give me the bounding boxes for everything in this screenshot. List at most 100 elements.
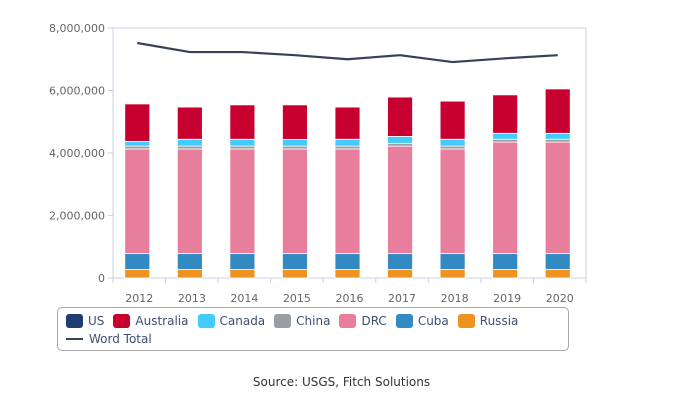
bar-china-2018[interactable]	[439, 145, 466, 150]
bar-russia-2012[interactable]	[124, 269, 151, 279]
bar-china-2015[interactable]	[282, 145, 308, 150]
legend-line-swatch	[66, 338, 83, 340]
legend-label: China	[296, 314, 331, 328]
legend-row-bars: US Australia Canada China DRC Cuba Russi…	[66, 312, 568, 330]
x-tick-label: 2013	[178, 292, 206, 305]
x-tick-label: 2020	[546, 292, 574, 305]
bar-cuba-2016[interactable]	[334, 253, 361, 270]
bar-russia-2013[interactable]	[176, 269, 203, 279]
legend-label: Word Total	[89, 332, 152, 346]
x-tick-label: 2017	[388, 292, 416, 305]
bar-cuba-2012[interactable]	[124, 253, 151, 270]
bar-russia-2016[interactable]	[334, 269, 361, 279]
bar-china-2017[interactable]	[387, 142, 413, 147]
legend-label: Russia	[479, 314, 519, 328]
bar-australia-2018[interactable]	[439, 100, 466, 140]
bar-canada-2013[interactable]	[176, 138, 203, 147]
bar-cuba-2014[interactable]	[229, 253, 256, 270]
bar-china-2016[interactable]	[334, 145, 361, 150]
bar-cuba-2019[interactable]	[492, 253, 519, 270]
legend-label: Canada	[219, 314, 266, 328]
bar-drc-2017[interactable]	[387, 145, 413, 255]
bar-drc-2016[interactable]	[334, 148, 361, 255]
legend-swatch-russia	[457, 314, 475, 328]
legend-item-word-total[interactable]: Word Total	[66, 332, 152, 346]
bar-russia-2014[interactable]	[229, 269, 256, 279]
legend-swatch-china	[274, 314, 292, 328]
bar-australia-2020[interactable]	[544, 88, 571, 134]
legend-item-us[interactable]: US	[66, 314, 104, 328]
bar-australia-2016[interactable]	[334, 106, 361, 140]
x-tick-label: 2012	[125, 292, 153, 305]
legend-item-russia[interactable]: Russia	[457, 314, 519, 328]
bar-cuba-2013[interactable]	[176, 253, 203, 270]
bar-drc-2012[interactable]	[124, 148, 151, 255]
legend-row-line: Word Total	[66, 330, 568, 348]
legend-item-cuba[interactable]: Cuba	[395, 314, 449, 328]
chart-area: 0 2,000,000 4,000,000 6,000,000 8,000,000 201…	[49, 22, 587, 305]
bar-drc-2019[interactable]	[492, 141, 519, 255]
y-tick-label: 4,000,000	[49, 147, 105, 160]
legend-swatch-cuba	[395, 314, 413, 328]
axis-labels: 0 2,000,000 4,000,000 6,000,000 8,000,000 201…	[49, 22, 574, 305]
source-note: Source: USGS, Fitch Solutions	[252, 375, 431, 389]
bar-canada-2018[interactable]	[439, 138, 466, 147]
y-tick-label: 0	[98, 272, 105, 285]
legend-label: Cuba	[417, 314, 449, 328]
bar-china-2014[interactable]	[229, 145, 256, 150]
bar-australia-2012[interactable]	[124, 103, 151, 142]
bar-china-2020[interactable]	[544, 138, 571, 143]
bar-china-2019[interactable]	[492, 138, 519, 143]
bar-russia-2020[interactable]	[544, 269, 571, 279]
bar-drc-2020[interactable]	[544, 141, 571, 255]
legend-label: US	[88, 314, 105, 328]
bar-drc-2014[interactable]	[229, 148, 256, 255]
legend-label: Australia	[135, 314, 189, 328]
bar-drc-2013[interactable]	[176, 148, 203, 255]
legend: US Australia Canada China DRC Cuba Russi…	[57, 307, 569, 351]
bar-russia-2018[interactable]	[439, 269, 466, 279]
legend-item-australia[interactable]: Australia	[113, 314, 189, 328]
bar-australia-2017[interactable]	[387, 96, 413, 137]
x-tick-label: 2018	[441, 292, 469, 305]
legend-swatch-drc	[339, 314, 357, 328]
bar-drc-2018[interactable]	[439, 148, 466, 255]
bar-australia-2015[interactable]	[282, 104, 308, 140]
bar-australia-2014[interactable]	[229, 104, 256, 140]
x-tick-label: 2016	[336, 292, 364, 305]
legend-swatch-us	[66, 314, 83, 328]
bar-canada-2019[interactable]	[492, 132, 519, 140]
world-total-line-group	[137, 41, 558, 64]
bar-canada-2016[interactable]	[334, 138, 361, 147]
bar-australia-2019[interactable]	[492, 94, 519, 134]
legend-item-china[interactable]: China	[274, 314, 330, 328]
y-tick-label: 2,000,000	[49, 210, 105, 223]
y-tick-label: 8,000,000	[49, 22, 105, 35]
bar-canada-2015[interactable]	[282, 139, 308, 147]
bar-cuba-2018[interactable]	[439, 253, 466, 270]
bar-canada-2012[interactable]	[124, 141, 151, 147]
x-tick-label: 2019	[493, 292, 521, 305]
bar-canada-2020[interactable]	[544, 132, 571, 140]
legend-label: DRC	[361, 314, 387, 328]
bar-china-2012[interactable]	[124, 145, 151, 150]
legend-item-canada[interactable]: Canada	[197, 314, 266, 328]
y-tick-label: 6,000,000	[49, 85, 105, 98]
bar-cuba-2020[interactable]	[544, 253, 571, 270]
bar-cuba-2015[interactable]	[282, 253, 308, 270]
bar-australia-2013[interactable]	[176, 106, 203, 140]
x-tick-label: 2014	[230, 292, 258, 305]
bar-russia-2015[interactable]	[282, 269, 308, 279]
bar-russia-2017[interactable]	[387, 269, 413, 279]
bar-russia-2019[interactable]	[492, 269, 519, 279]
bar-cuba-2017[interactable]	[387, 253, 413, 270]
bar-canada-2017[interactable]	[387, 136, 413, 144]
bar-canada-2014[interactable]	[229, 138, 256, 147]
legend-swatch-canada	[197, 314, 215, 328]
legend-swatch-australia	[113, 314, 131, 328]
bars	[124, 88, 571, 279]
bar-drc-2015[interactable]	[282, 148, 308, 255]
bar-china-2013[interactable]	[176, 145, 203, 150]
legend-item-drc[interactable]: DRC	[339, 314, 387, 328]
x-tick-label: 2015	[283, 292, 311, 305]
